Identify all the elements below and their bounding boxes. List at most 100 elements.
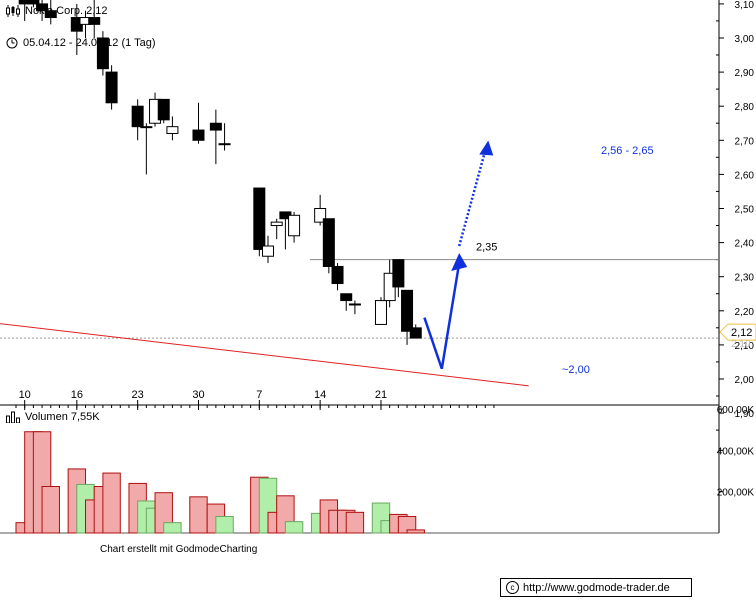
price-tick-label-11: 3,00 (735, 34, 755, 45)
candle-body (262, 245, 275, 257)
candle-14 (166, 116, 179, 141)
candle-body (314, 208, 327, 223)
price-tick-label-10: 2,90 (735, 68, 755, 79)
candle-body (270, 221, 283, 227)
volume-bars-icon (6, 411, 20, 423)
candle-body (27, 0, 40, 5)
candle-22 (288, 211, 301, 243)
volume-tick-label-1: 400,00K (717, 446, 755, 457)
candle-4 (44, 0, 57, 25)
candle-body (44, 10, 57, 19)
volume-bar-9 (102, 472, 121, 534)
candle-body (331, 265, 344, 285)
current-price-badge (719, 323, 756, 341)
volume-bar-27 (345, 511, 365, 534)
candle-body (131, 105, 144, 128)
candle-body (253, 187, 266, 250)
period-legend: 05.04.12 - 24.05.12 (1 Tag) (6, 37, 156, 49)
date-label-1: 16 (71, 389, 83, 401)
candlestick-icon (6, 5, 20, 17)
price-tick-label-12: 3,10 (735, 0, 755, 11)
candle-3 (36, 0, 49, 21)
price-tick-label-7: 2,60 (735, 170, 755, 181)
date-label-6: 21 (375, 389, 387, 401)
candle-25 (331, 263, 344, 291)
candle-body (36, 3, 49, 12)
candle-13 (157, 98, 170, 124)
date-label-4: 7 (256, 389, 262, 401)
candle-8 (96, 31, 109, 76)
target-dotted-arrow (457, 150, 487, 247)
trend-line (0, 323, 529, 387)
candle-body (348, 303, 361, 306)
candle-9 (105, 65, 118, 110)
candle-28 (374, 297, 387, 325)
candle-26 (340, 293, 353, 311)
instrument-name: Nokia Corp. 2,12 (25, 5, 108, 17)
chart-credit-note: Chart erstellt mit GodmodeCharting (100, 544, 258, 555)
current-price-label: 2,12 (731, 327, 752, 339)
candle-body (18, 0, 31, 5)
candle-body (374, 300, 387, 325)
previous-price-label: 2,10 (731, 339, 751, 350)
price-tick-label-1: 2,00 (735, 375, 755, 386)
price-tick-label-3: 2,20 (735, 307, 755, 318)
price-tick-label-2: 2,10 (735, 341, 755, 352)
resistance-label: 2,35 (476, 242, 497, 254)
candle-30 (392, 259, 405, 298)
volume-bar-14 (163, 522, 182, 534)
volume-bar-4 (41, 486, 60, 534)
candle-7 (88, 0, 101, 38)
candle-body (192, 129, 205, 141)
target-arrow-head (479, 140, 494, 156)
candle-24 (322, 218, 335, 274)
forecast-arrow-head (451, 253, 468, 272)
candle-body (409, 327, 422, 339)
volume-legend: Volumen 7,55K (6, 411, 100, 423)
copyright-icon: c (506, 581, 519, 594)
candle-body (96, 37, 109, 70)
candle-body (105, 71, 118, 104)
date-label-2: 23 (132, 389, 144, 401)
volume-tick-label-0: 200,00K (717, 488, 755, 499)
support-label: ~2,00 (562, 364, 590, 376)
candle-18 (253, 187, 266, 257)
candle-10 (131, 99, 144, 141)
volume-label: Volumen 7,55K (25, 411, 100, 423)
candle-23 (314, 194, 327, 226)
website-url[interactable]: http://www.godmode-trader.de (523, 581, 670, 594)
date-label-0: 10 (19, 389, 31, 401)
volume-bar-17 (215, 515, 234, 534)
volume-bar-22 (284, 521, 304, 534)
volume-bar-32 (406, 529, 425, 534)
price-tick-label-8: 2,70 (735, 136, 755, 147)
period-text: 05.04.12 - 24.05.12 (1 Tag) (23, 37, 156, 49)
date-label-3: 30 (192, 389, 204, 401)
candle-body (218, 143, 231, 146)
website-credit[interactable]: c http://www.godmode-trader.de (500, 578, 692, 597)
candle-body (209, 122, 222, 131)
candle-16 (209, 109, 222, 165)
date-label-5: 14 (314, 389, 326, 401)
price-tick-label-0: 1,90 (735, 409, 755, 420)
candle-17 (218, 123, 231, 151)
price-tick-label-5: 2,40 (735, 239, 755, 250)
candle-body (140, 126, 153, 129)
clock-icon (6, 37, 18, 49)
target-label: 2,56 - 2,65 (601, 145, 654, 157)
candle-body (88, 17, 101, 25)
candle-body (392, 259, 405, 288)
forecast-path (423, 262, 461, 370)
candle-body (288, 214, 301, 237)
candle-19 (262, 235, 275, 264)
volume-tick-label-2: 600,00K (717, 405, 755, 416)
price-tick-label-9: 2,80 (735, 102, 755, 113)
candle-15 (192, 102, 205, 144)
candle-body (166, 126, 179, 134)
candle-31 (401, 289, 414, 345)
candle-32 (409, 324, 422, 339)
candle-body (322, 218, 335, 267)
candle-body (401, 289, 414, 332)
candle-body (340, 293, 353, 302)
price-tick-label-4: 2,30 (735, 273, 755, 284)
